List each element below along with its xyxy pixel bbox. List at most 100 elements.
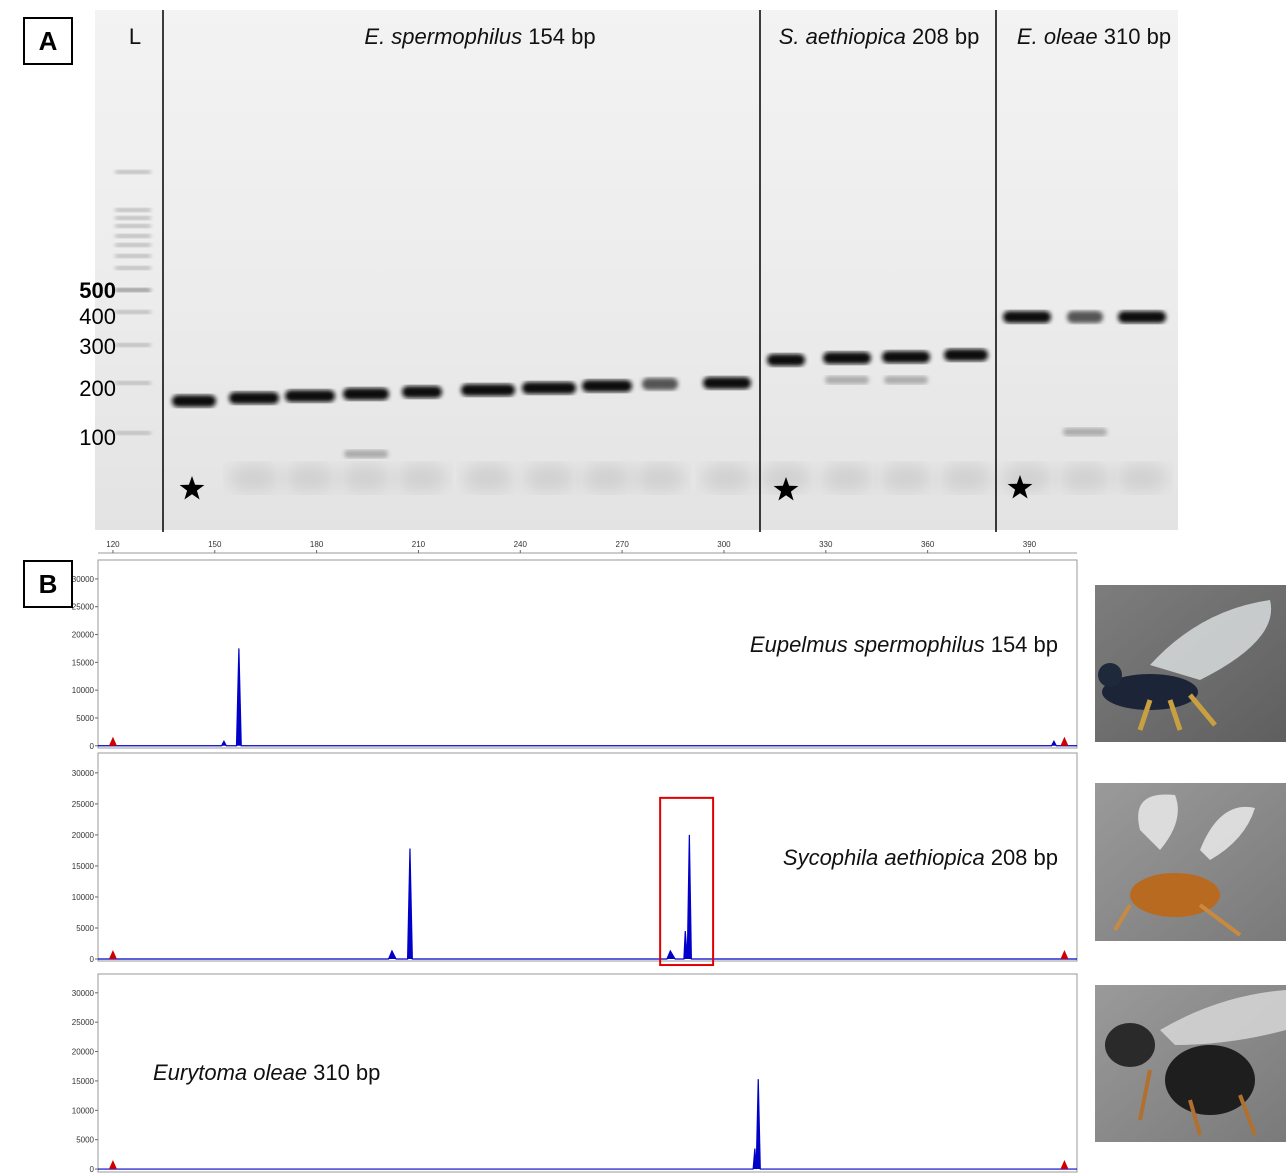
primer-dimer bbox=[523, 464, 575, 492]
faint-band bbox=[825, 376, 869, 384]
primer-dimer bbox=[701, 464, 753, 492]
trace bbox=[98, 648, 1077, 747]
y-tick-label: 5000 bbox=[76, 1136, 94, 1145]
species: Eurytoma oleae bbox=[153, 1060, 307, 1085]
x-tick-label: 180 bbox=[310, 540, 324, 549]
amplicon-size: 154 bp bbox=[528, 24, 596, 49]
x-tick-label: 300 bbox=[717, 540, 731, 549]
size-standard bbox=[108, 950, 117, 960]
ladder-band bbox=[115, 343, 151, 347]
size-standard bbox=[108, 736, 117, 746]
ladder-size: 200 bbox=[79, 376, 116, 401]
x-tick-label: 240 bbox=[514, 540, 528, 549]
plot-frame bbox=[97, 752, 1078, 962]
ladder-size: 100 bbox=[79, 425, 116, 450]
specimen-photo bbox=[1095, 985, 1286, 1142]
ladder-band bbox=[115, 170, 151, 174]
y-tick-label: 20000 bbox=[72, 631, 95, 640]
y-tick-label: 15000 bbox=[72, 658, 95, 667]
size-standard bbox=[108, 1160, 117, 1170]
amplicon-size: 310 bp bbox=[1103, 24, 1172, 49]
plot-frame bbox=[97, 559, 1078, 749]
x-tick-label: 270 bbox=[615, 540, 629, 549]
star bbox=[1007, 475, 1033, 499]
y-tick-label: 10000 bbox=[72, 686, 95, 695]
species: S. aethiopica bbox=[778, 24, 906, 49]
gel-band bbox=[229, 392, 279, 404]
highlight-box bbox=[659, 796, 715, 967]
ladder-band bbox=[115, 381, 151, 385]
x-tick-label: 390 bbox=[1023, 540, 1037, 549]
y-tick-label: 30000 bbox=[72, 575, 95, 584]
gel-band bbox=[522, 382, 576, 394]
gel-band bbox=[402, 386, 442, 398]
ladder-band bbox=[115, 431, 151, 435]
amplicon-size: 208 bp bbox=[991, 845, 1058, 870]
trace-title: Eurytoma oleae 310 bp bbox=[153, 1060, 380, 1085]
gel bbox=[95, 10, 1178, 530]
size-standard bbox=[1060, 736, 1069, 746]
y-tick-label: 20000 bbox=[72, 831, 95, 840]
x-tick-label: 120 bbox=[106, 540, 120, 549]
y-tick-label: 5000 bbox=[76, 924, 94, 933]
ladder-band bbox=[115, 254, 151, 258]
primer-dimer bbox=[228, 464, 280, 492]
gel-band bbox=[285, 390, 335, 402]
species: Sycophila aethiopica bbox=[783, 845, 985, 870]
gel-band bbox=[642, 378, 678, 390]
specimen-photo bbox=[1095, 783, 1286, 941]
x-tick-label: 360 bbox=[921, 540, 935, 549]
trace-title: Sycophila aethiopica 208 bp bbox=[783, 845, 1058, 870]
species: E. spermophilus bbox=[364, 24, 523, 49]
panel-label: A bbox=[23, 17, 73, 65]
y-tick-label: 15000 bbox=[72, 862, 95, 871]
amplicon-size: 154 bp bbox=[991, 632, 1058, 657]
primer-dimer bbox=[821, 464, 873, 492]
lane-label: S. aethiopica 208 bp bbox=[770, 21, 988, 53]
x-tick-label: 210 bbox=[412, 540, 426, 549]
x-tick-label: 330 bbox=[819, 540, 833, 549]
gel-band bbox=[1067, 311, 1103, 323]
gel-band bbox=[767, 354, 805, 366]
primer-dimer bbox=[1116, 464, 1168, 492]
primer-dimer bbox=[1059, 464, 1111, 492]
x-tick-label: 150 bbox=[208, 540, 222, 549]
primer-dimer bbox=[396, 464, 448, 492]
ladder-band bbox=[115, 243, 151, 247]
amplicon-size: 310 bp bbox=[313, 1060, 380, 1085]
gel-band bbox=[1118, 311, 1166, 323]
gel-band bbox=[823, 352, 871, 364]
ladder-name: L bbox=[128, 24, 142, 49]
ladder-size: 400 bbox=[79, 304, 116, 329]
y-tick-label: 10000 bbox=[72, 893, 95, 902]
primer-dimer bbox=[462, 464, 514, 492]
primer-dimer bbox=[581, 464, 633, 492]
ladder-band bbox=[115, 266, 151, 270]
electropherograms: 0 5000 10000 15000 20000 25000 30000 120 150 180 2… bbox=[72, 540, 1078, 1173]
primer-dimer bbox=[284, 464, 336, 492]
plot-frame bbox=[97, 973, 1078, 1173]
size-standard bbox=[1060, 950, 1069, 960]
lane-label: E. spermophilus 154 bp bbox=[300, 21, 660, 53]
trace bbox=[98, 834, 1077, 960]
trace-title: Eupelmus spermophilus 154 bp bbox=[750, 632, 1058, 657]
species: E. oleae bbox=[1016, 24, 1098, 49]
y-tick-label: 5000 bbox=[76, 714, 94, 723]
gel-band bbox=[582, 380, 632, 392]
specimen-photo bbox=[1095, 585, 1286, 742]
trace bbox=[98, 1079, 1077, 1170]
ladder-band bbox=[115, 234, 151, 238]
ladder-band bbox=[115, 288, 151, 292]
y-tick-label: 15000 bbox=[72, 1077, 95, 1086]
gel-band bbox=[944, 349, 988, 361]
y-tick-label: 0 bbox=[90, 955, 95, 964]
star bbox=[179, 476, 205, 500]
y-tick-label: 25000 bbox=[72, 603, 95, 612]
faint-band bbox=[1063, 428, 1107, 436]
primer-dimer bbox=[880, 464, 932, 492]
y-tick-label: 10000 bbox=[72, 1106, 95, 1115]
primer-dimer bbox=[340, 464, 392, 492]
y-tick-label: 0 bbox=[90, 1165, 95, 1173]
gel-band bbox=[703, 377, 751, 389]
